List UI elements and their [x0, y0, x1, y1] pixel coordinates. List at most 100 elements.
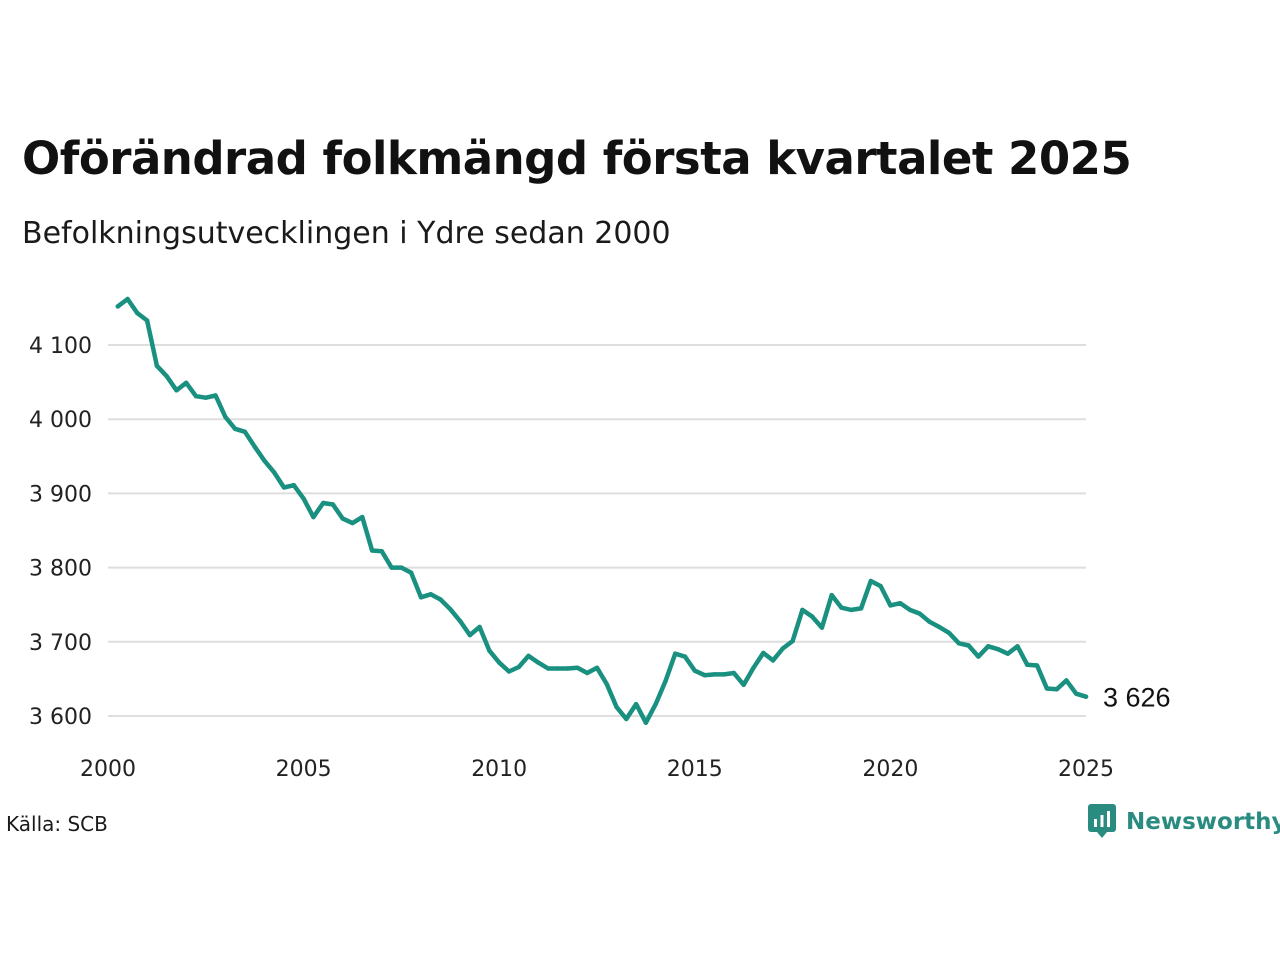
data-point — [545, 666, 551, 671]
data-point — [164, 374, 169, 379]
data-point — [477, 624, 482, 630]
data-point — [839, 605, 844, 610]
end-value-label: 3 626 — [1103, 683, 1171, 713]
data-point — [360, 514, 365, 520]
y-tick-label: 4 000 — [29, 408, 92, 433]
y-tick-label: 3 700 — [29, 631, 92, 656]
y-tick-label: 3 900 — [29, 482, 92, 507]
data-point — [291, 483, 296, 488]
data-point — [438, 597, 443, 602]
data-point — [311, 514, 316, 520]
data-point — [448, 607, 453, 612]
data-point — [262, 458, 267, 463]
x-tick-label: 2015 — [667, 757, 723, 782]
data-point — [751, 665, 756, 670]
data-point — [125, 296, 130, 302]
data-point — [849, 607, 854, 613]
data-point — [633, 701, 639, 707]
x-tick-label: 2020 — [862, 757, 918, 782]
data-point — [1005, 651, 1010, 656]
data-point — [203, 395, 208, 400]
data-point — [721, 672, 727, 677]
data-points — [115, 296, 1089, 725]
source-note: Källa: SCB — [6, 812, 108, 836]
y-tick-label: 3 800 — [29, 557, 92, 582]
data-point — [340, 516, 345, 521]
data-point — [673, 651, 678, 656]
data-point — [487, 648, 492, 653]
data-point — [614, 704, 619, 710]
data-point — [594, 665, 600, 670]
data-point — [898, 601, 903, 606]
data-point — [350, 520, 355, 526]
data-point — [868, 578, 873, 584]
data-point — [604, 681, 609, 687]
data-point — [526, 653, 531, 659]
data-point — [321, 500, 326, 506]
x-tick-label: 2010 — [471, 757, 527, 782]
data-point — [829, 592, 834, 598]
y-tick-label: 3 600 — [29, 705, 92, 730]
data-point — [467, 632, 473, 638]
brand-name: Newsworthy — [1126, 809, 1280, 835]
data-point — [536, 660, 541, 665]
x-tick-label: 2005 — [276, 757, 332, 782]
data-point — [1034, 663, 1040, 668]
x-axis-ticks: 2000 2005 2010 2015 2020 2025 — [80, 757, 1114, 782]
data-point — [653, 701, 658, 707]
data-point — [907, 607, 913, 613]
data-point — [575, 665, 580, 670]
data-point — [712, 672, 717, 677]
data-point — [780, 646, 785, 651]
data-point — [1015, 644, 1020, 649]
data-point — [223, 414, 228, 420]
data-point — [731, 670, 737, 676]
data-point — [1054, 687, 1059, 692]
data-point — [497, 660, 502, 665]
data-point — [800, 607, 805, 613]
series-line — [115, 296, 1089, 725]
data-point — [790, 638, 795, 644]
data-point — [946, 630, 952, 636]
data-point — [761, 650, 766, 656]
data-point — [956, 641, 962, 646]
x-tick-label: 2000 — [80, 757, 136, 782]
data-point — [1064, 678, 1069, 683]
data-point — [272, 470, 277, 475]
data-point — [1025, 662, 1030, 667]
data-point — [888, 603, 893, 608]
data-point — [819, 625, 825, 630]
data-point — [692, 668, 697, 673]
data-point — [585, 670, 590, 676]
data-point — [927, 619, 932, 624]
data-point — [986, 644, 991, 649]
newsworthy-logo-icon — [1088, 804, 1116, 838]
data-point — [966, 643, 971, 648]
data-point — [184, 380, 189, 385]
x-tick-label: 2025 — [1058, 757, 1114, 782]
data-point — [193, 394, 199, 399]
data-point — [682, 654, 688, 659]
data-point — [770, 658, 776, 663]
data-point — [624, 716, 629, 722]
data-point — [1083, 694, 1089, 699]
data-point — [154, 363, 160, 368]
data-point — [741, 682, 746, 687]
data-point — [281, 485, 287, 490]
data-point — [555, 666, 561, 671]
data-point — [301, 496, 306, 501]
data-point — [516, 664, 521, 670]
data-point — [252, 444, 257, 449]
chart-subtitle: Befolkningsutvecklingen i Ydre sedan 200… — [22, 216, 671, 251]
data-point — [213, 393, 218, 398]
data-point — [389, 565, 394, 570]
data-point — [428, 592, 433, 597]
data-point — [379, 549, 384, 554]
data-point — [995, 647, 1001, 652]
brand-logo[interactable]: Newsworthy — [1088, 804, 1280, 840]
data-point — [565, 666, 570, 671]
data-point — [917, 611, 922, 616]
data-point — [663, 678, 668, 684]
data-point — [369, 548, 375, 553]
